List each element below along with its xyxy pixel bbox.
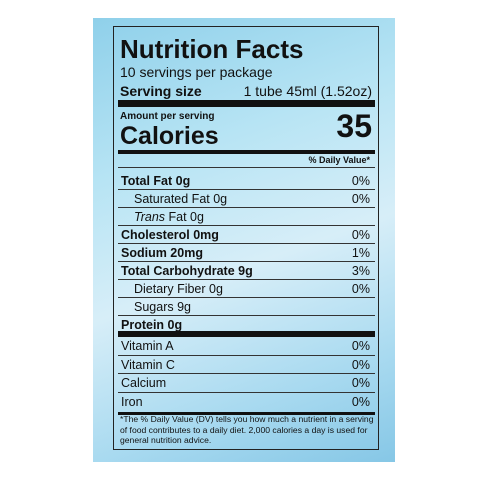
row-rule: [118, 167, 375, 168]
footnote: *The % Daily Value (DV) tells you how mu…: [120, 414, 374, 445]
nutrient-text: Vitamin A: [121, 339, 174, 353]
nutrient-label: Protein 0g: [121, 317, 182, 333]
row-rule: [118, 373, 375, 374]
nutrient-label: Dietary Fiber 0g: [134, 281, 223, 297]
nutrient-text: Saturated Fat 0g: [134, 192, 228, 206]
daily-value: 0%: [351, 376, 370, 390]
medium-rule: [118, 412, 375, 415]
nutrient-text: Sugars 9g: [134, 300, 191, 314]
thick-rule: [118, 100, 375, 107]
servings: 10 servings per package: [120, 64, 273, 80]
daily-value: 1%: [351, 246, 370, 260]
nutrient-label: Calcium: [121, 375, 166, 391]
nutrition-label: [113, 26, 379, 450]
daily-value: 0%: [351, 174, 370, 188]
row-rule: [118, 207, 375, 208]
nutrient-label: Sodium 20mg: [121, 245, 203, 261]
calories-value: 35: [336, 108, 372, 144]
daily-value: 3%: [351, 264, 370, 278]
nutrient-label: Iron: [121, 394, 143, 410]
nutrient-text: Total Fat 0g: [121, 174, 191, 188]
nutrient-text: Iron: [121, 394, 143, 409]
package-background: [93, 18, 395, 462]
row-rule: [118, 225, 375, 226]
nutrient-text: Cholesterol 0mg: [121, 228, 219, 242]
nutrient-label: Total Carbohydrate 9g: [121, 263, 253, 279]
daily-value: 0%: [351, 282, 370, 296]
daily-value-heading: % Daily Value*: [308, 155, 370, 165]
row-rule: [118, 315, 375, 316]
nutrient-text: Sodium 20mg: [121, 246, 203, 260]
row-rule: [118, 297, 375, 298]
amount-heading: Amount per serving: [120, 111, 215, 122]
calories-label: Calories: [120, 122, 219, 150]
nutrient-label: Cholesterol 0mg: [121, 227, 219, 243]
nutrient-label: Trans Fat 0g: [134, 209, 204, 225]
row-rule: [118, 189, 375, 190]
nutrient-text: Total Carbohydrate 9g: [121, 264, 253, 278]
nutrient-text: Dietary Fiber 0g: [134, 282, 223, 296]
row-rule: [118, 243, 375, 244]
nutrient-label: Vitamin A: [121, 338, 174, 354]
daily-value: 0%: [351, 192, 370, 206]
title: Nutrition Facts: [120, 34, 304, 64]
nutrient-text: Calcium: [121, 376, 167, 390]
nutrient-label: Vitamin C: [121, 357, 175, 373]
italic-prefix: Trans: [134, 210, 166, 224]
thick-rule: [118, 331, 375, 337]
row-rule: [118, 354, 375, 356]
medium-rule: [118, 150, 375, 154]
nutrient-label: Saturated Fat 0g: [134, 191, 227, 207]
daily-value: 0%: [351, 357, 370, 372]
row-rule: [118, 279, 375, 280]
nutrient-text: Fat 0g: [168, 210, 204, 224]
daily-value: 0%: [351, 394, 370, 409]
nutrient-text: Vitamin C: [121, 357, 175, 372]
daily-value: 0%: [351, 339, 370, 353]
row-rule: [118, 261, 375, 262]
nutrient-label: Sugars 9g: [134, 299, 191, 315]
serving-size-value: 1 tube 45ml (1.52oz): [243, 83, 372, 99]
serving-size-label: Serving size: [120, 83, 202, 99]
row-rule: [118, 391, 375, 393]
daily-value: 0%: [351, 228, 370, 242]
nutrient-text: Protein 0g: [121, 318, 183, 332]
nutrient-label: Total Fat 0g: [121, 173, 190, 189]
